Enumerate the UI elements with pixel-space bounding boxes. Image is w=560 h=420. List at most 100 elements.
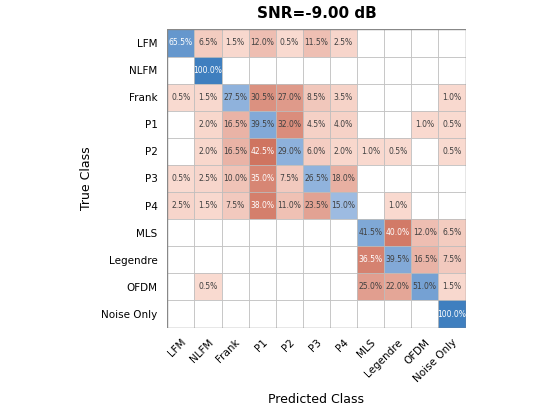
- Bar: [249, 219, 276, 246]
- Bar: [303, 138, 330, 165]
- Bar: [411, 111, 438, 138]
- Bar: [303, 246, 330, 273]
- Bar: [249, 57, 276, 84]
- Bar: [384, 219, 411, 246]
- Text: 2.0%: 2.0%: [334, 147, 353, 156]
- Text: 51.0%: 51.0%: [413, 282, 437, 291]
- Text: 4.5%: 4.5%: [307, 120, 326, 129]
- X-axis label: Predicted Class: Predicted Class: [268, 393, 365, 405]
- Bar: [167, 57, 194, 84]
- Bar: [222, 29, 249, 57]
- Text: 2.0%: 2.0%: [198, 147, 217, 156]
- Text: 27.0%: 27.0%: [277, 93, 301, 102]
- Bar: [249, 84, 276, 111]
- Bar: [222, 138, 249, 165]
- Bar: [330, 57, 357, 84]
- Bar: [276, 273, 303, 300]
- Bar: [384, 84, 411, 111]
- Text: 3.5%: 3.5%: [334, 93, 353, 102]
- Bar: [438, 192, 465, 219]
- Text: 0.5%: 0.5%: [171, 93, 190, 102]
- Bar: [384, 57, 411, 84]
- Bar: [384, 165, 411, 192]
- Bar: [330, 138, 357, 165]
- Text: 0.5%: 0.5%: [442, 120, 461, 129]
- Bar: [222, 219, 249, 246]
- Bar: [303, 219, 330, 246]
- Text: 16.5%: 16.5%: [223, 147, 247, 156]
- Text: 12.0%: 12.0%: [250, 39, 274, 47]
- Text: 1.0%: 1.0%: [388, 201, 407, 210]
- Bar: [249, 273, 276, 300]
- Bar: [303, 84, 330, 111]
- Text: 0.5%: 0.5%: [442, 147, 461, 156]
- Bar: [222, 300, 249, 328]
- Text: 30.5%: 30.5%: [250, 93, 274, 102]
- Text: 10.0%: 10.0%: [223, 174, 247, 183]
- Text: 16.5%: 16.5%: [223, 120, 247, 129]
- Bar: [330, 273, 357, 300]
- Bar: [330, 84, 357, 111]
- Bar: [384, 29, 411, 57]
- Bar: [194, 29, 222, 57]
- Bar: [167, 273, 194, 300]
- Bar: [330, 29, 357, 57]
- Text: 32.0%: 32.0%: [277, 120, 301, 129]
- Bar: [167, 219, 194, 246]
- Text: 100.0%: 100.0%: [437, 310, 466, 318]
- Bar: [357, 192, 384, 219]
- Bar: [384, 300, 411, 328]
- Bar: [194, 246, 222, 273]
- Bar: [384, 138, 411, 165]
- Bar: [411, 57, 438, 84]
- Bar: [222, 192, 249, 219]
- Text: 2.5%: 2.5%: [334, 39, 353, 47]
- Bar: [357, 219, 384, 246]
- Bar: [330, 111, 357, 138]
- Bar: [222, 111, 249, 138]
- Bar: [411, 300, 438, 328]
- Text: 0.5%: 0.5%: [171, 174, 190, 183]
- Bar: [357, 29, 384, 57]
- Text: 15.0%: 15.0%: [332, 201, 356, 210]
- Text: 40.0%: 40.0%: [386, 228, 410, 237]
- Bar: [330, 246, 357, 273]
- Bar: [330, 219, 357, 246]
- Bar: [194, 300, 222, 328]
- Text: 25.0%: 25.0%: [358, 282, 382, 291]
- Bar: [249, 29, 276, 57]
- Text: 0.5%: 0.5%: [198, 282, 218, 291]
- Bar: [194, 84, 222, 111]
- Bar: [249, 165, 276, 192]
- Text: 18.0%: 18.0%: [332, 174, 356, 183]
- Bar: [438, 273, 465, 300]
- Bar: [276, 219, 303, 246]
- Bar: [438, 138, 465, 165]
- Bar: [249, 300, 276, 328]
- Text: 39.5%: 39.5%: [250, 120, 274, 129]
- Bar: [249, 138, 276, 165]
- Bar: [438, 300, 465, 328]
- Bar: [194, 165, 222, 192]
- Bar: [438, 29, 465, 57]
- Text: 65.5%: 65.5%: [169, 39, 193, 47]
- Bar: [438, 219, 465, 246]
- Bar: [276, 29, 303, 57]
- Bar: [303, 300, 330, 328]
- Bar: [167, 29, 194, 57]
- Text: 6.0%: 6.0%: [307, 147, 326, 156]
- Bar: [194, 138, 222, 165]
- Bar: [303, 111, 330, 138]
- Bar: [167, 111, 194, 138]
- Bar: [357, 138, 384, 165]
- Bar: [276, 57, 303, 84]
- Bar: [194, 192, 222, 219]
- Bar: [357, 111, 384, 138]
- Bar: [167, 192, 194, 219]
- Text: 1.5%: 1.5%: [198, 93, 217, 102]
- Text: 22.0%: 22.0%: [386, 282, 410, 291]
- Bar: [384, 192, 411, 219]
- Bar: [330, 300, 357, 328]
- Text: 16.5%: 16.5%: [413, 255, 437, 264]
- Bar: [384, 246, 411, 273]
